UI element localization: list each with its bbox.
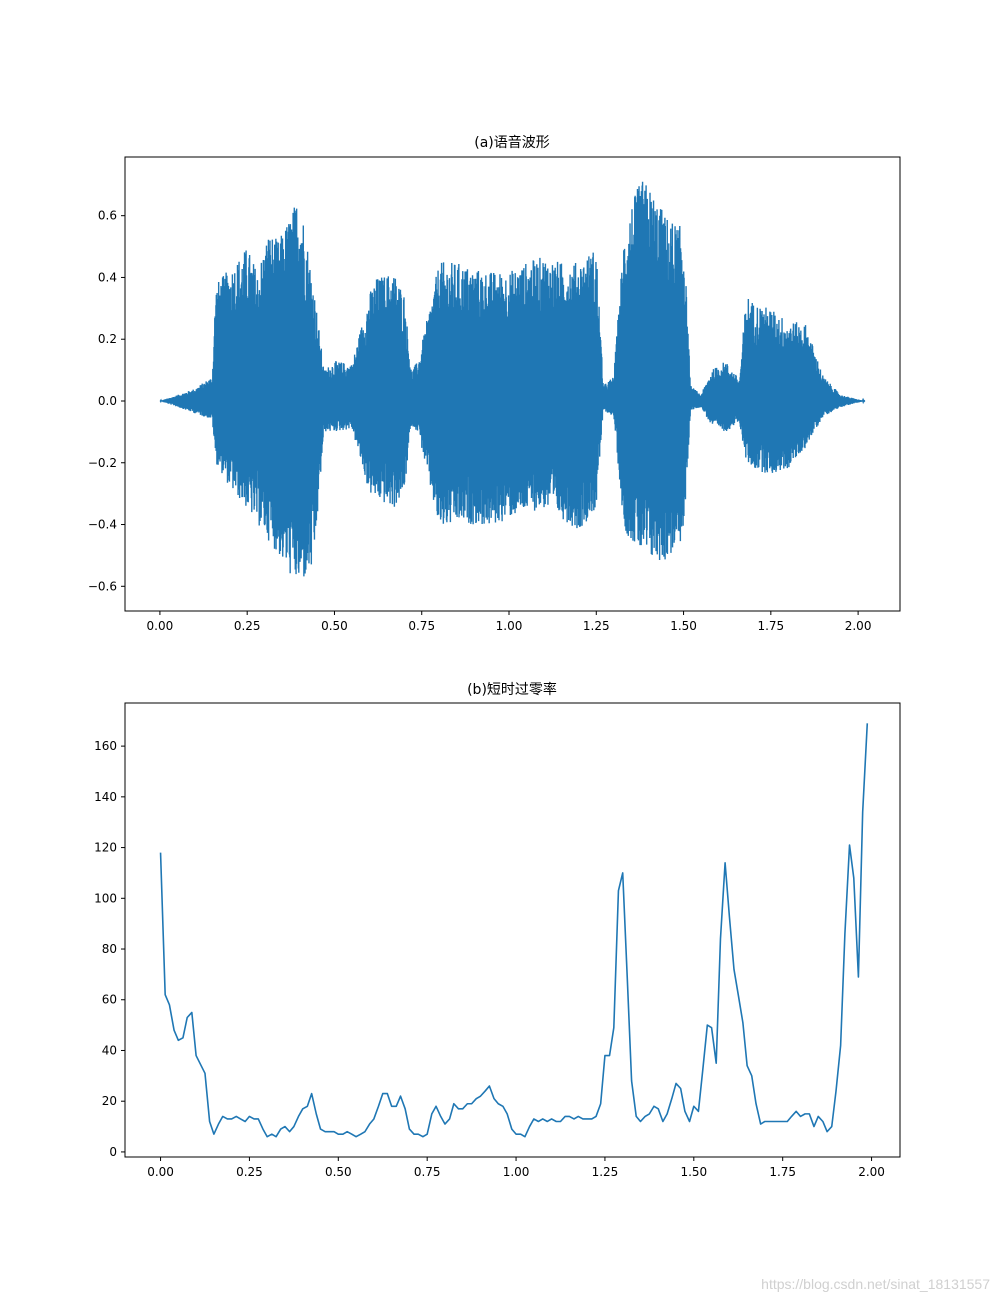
x-tick-label: 1.25 [583, 619, 610, 633]
chart-b-plot-area [159, 723, 869, 1138]
chart-b-title: (b)短时过零率 [467, 681, 557, 698]
y-tick-label: 100 [94, 891, 117, 905]
chart-b-y-axis: 0 20 40 60 80 100 120 140 160 [94, 739, 125, 1159]
waveform-series-line [159, 181, 866, 577]
zcr-series-line [159, 723, 869, 1138]
chart-a-y-axis: −0.6 −0.4 −0.2 0.0 0.2 0.4 0.6 [88, 209, 125, 593]
y-tick-label: 0 [109, 1145, 117, 1159]
y-tick-label: 120 [94, 841, 117, 855]
x-tick-label: 0.50 [321, 619, 348, 633]
x-tick-label: 0.25 [234, 619, 261, 633]
watermark-text: https://blog.csdn.net/sinat_18131557 [761, 1276, 990, 1292]
y-tick-label: −0.2 [88, 456, 117, 470]
y-tick-label: 160 [94, 739, 117, 753]
x-tick-label: 2.00 [858, 1165, 885, 1179]
y-tick-label: −0.4 [88, 518, 117, 532]
x-tick-label: 0.00 [147, 1165, 174, 1179]
y-tick-label: 0.0 [98, 394, 117, 408]
chart-b-x-axis: 0.00 0.25 0.50 0.75 1.00 1.25 1.50 1.75 2.00 [147, 1157, 885, 1179]
y-tick-label: 60 [102, 993, 117, 1007]
y-tick-label: 0.2 [98, 332, 117, 346]
chart-a-title: (a)语音波形 [474, 134, 550, 151]
x-tick-label: 1.00 [503, 1165, 530, 1179]
chart-a-plot-area [159, 181, 866, 577]
x-tick-label: 1.00 [496, 619, 523, 633]
x-tick-label: 1.25 [592, 1165, 619, 1179]
x-tick-label: 0.75 [408, 619, 435, 633]
x-tick-label: 1.50 [670, 619, 697, 633]
chart-a-x-axis: 0.00 0.25 0.50 0.75 1.00 1.25 1.50 1.75 2.00 [147, 611, 872, 633]
x-tick-label: 0.00 [147, 619, 174, 633]
x-tick-label: 0.75 [414, 1165, 441, 1179]
y-tick-label: 0.4 [98, 270, 117, 284]
x-tick-label: 1.75 [769, 1165, 796, 1179]
chart-a-frame [124, 156, 901, 612]
x-tick-label: 0.25 [236, 1165, 263, 1179]
chart-waveform: (a)语音波形 0.00 0.25 0.50 0.75 1.00 1.25 1.50 1.75… [88, 134, 901, 633]
chart-zero-crossing-rate: (b)短时过零率 0.00 0.25 0.50 0.75 1.00 1.25 1.50 1.7… [94, 681, 901, 1179]
x-tick-label: 1.75 [757, 619, 784, 633]
y-tick-label: 20 [102, 1094, 117, 1108]
y-tick-label: −0.6 [88, 579, 117, 593]
x-tick-label: 2.00 [845, 619, 872, 633]
x-tick-label: 0.50 [325, 1165, 352, 1179]
x-tick-label: 1.50 [680, 1165, 707, 1179]
y-tick-label: 140 [94, 790, 117, 804]
chart-b-frame [124, 702, 901, 1158]
y-tick-label: 80 [102, 942, 117, 956]
y-tick-label: 0.6 [98, 209, 117, 223]
y-tick-label: 40 [102, 1043, 117, 1057]
